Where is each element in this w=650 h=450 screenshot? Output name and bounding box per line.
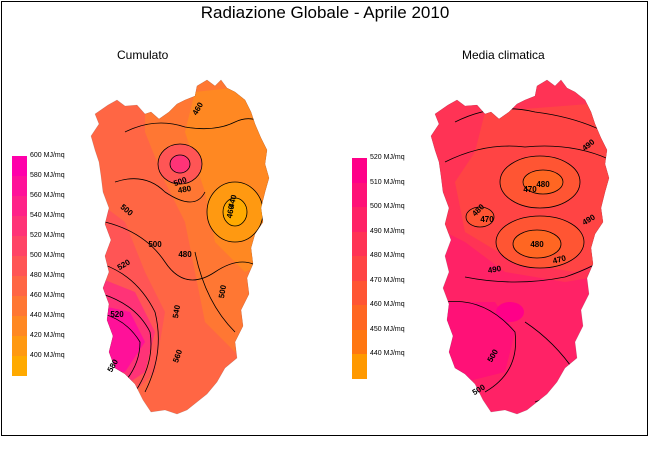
legend-swatch bbox=[352, 182, 367, 207]
contour-label: 480 bbox=[530, 240, 544, 249]
legend-item: 460 MJ/mq bbox=[12, 292, 92, 316]
legend-item: 560 MJ/mq bbox=[12, 192, 92, 216]
legend-item: 420 MJ/mq bbox=[12, 332, 92, 356]
legend-swatch bbox=[12, 296, 27, 316]
legend-label: 560 MJ/mq bbox=[30, 192, 65, 199]
legend-swatch bbox=[352, 305, 367, 330]
legend-item: 450 MJ/mq bbox=[352, 326, 432, 354]
legend-item: 470 MJ/mq bbox=[352, 277, 432, 305]
legend-swatch bbox=[352, 158, 367, 183]
legend-swatch bbox=[12, 216, 27, 236]
contour-label: 500 bbox=[172, 175, 188, 188]
legend-item: 400 MJ/mq bbox=[12, 352, 92, 376]
legend-swatch bbox=[12, 356, 27, 376]
legend-swatch bbox=[12, 336, 27, 356]
legend-swatch bbox=[352, 207, 367, 232]
legend-label: 480 MJ/mq bbox=[30, 272, 65, 279]
contour-label: 490 bbox=[487, 264, 502, 275]
legend-swatch bbox=[12, 196, 27, 216]
contour-label: 500 bbox=[217, 284, 228, 299]
legend-swatch bbox=[12, 316, 27, 336]
legend-item: 500 MJ/mq bbox=[352, 203, 432, 232]
legend-swatch bbox=[12, 276, 27, 296]
legend-item: 580 MJ/mq bbox=[12, 172, 92, 196]
legend-label: 540 MJ/mq bbox=[30, 212, 65, 219]
contour-label: 500 bbox=[148, 240, 162, 249]
legend-label: 440 MJ/mq bbox=[370, 350, 405, 357]
legend-swatch bbox=[12, 256, 27, 276]
legend-label: 400 MJ/mq bbox=[30, 352, 65, 359]
legend-label: 470 MJ/mq bbox=[370, 276, 405, 284]
legend-label: 420 MJ/mq bbox=[30, 332, 65, 339]
legend-swatch bbox=[12, 156, 27, 176]
legend-item: 440 MJ/mq bbox=[12, 312, 92, 336]
legend-label: 510 MJ/mq bbox=[370, 178, 405, 186]
legend-label: 600 MJ/mq bbox=[30, 152, 65, 159]
legend-label: 490 MJ/mq bbox=[370, 227, 405, 235]
legend-label: 500 MJ/mq bbox=[30, 252, 65, 259]
legend-label: 520 MJ/mq bbox=[30, 232, 65, 239]
contour-label: 560 bbox=[171, 348, 184, 364]
contour-label: 440 bbox=[227, 193, 239, 209]
legend-item: 520 MJ/mq bbox=[352, 154, 432, 183]
contour-label: 480 bbox=[177, 184, 192, 195]
legend-swatch bbox=[352, 256, 367, 281]
legend-swatch bbox=[12, 236, 27, 256]
contour-label: 480 bbox=[536, 180, 550, 189]
legend-item: 480 MJ/mq bbox=[352, 252, 432, 281]
legend-swatch bbox=[352, 329, 367, 354]
map-left-subtitle: Cumulato bbox=[117, 48, 169, 62]
legend-item: 600 MJ/mq bbox=[12, 152, 92, 176]
legend-label: 450 MJ/mq bbox=[370, 325, 405, 333]
legend-item: 440 MJ/mq bbox=[352, 350, 432, 379]
contour-label: 480 bbox=[178, 250, 192, 259]
map-right-subtitle: Media climatica bbox=[462, 48, 545, 62]
contour-label: 470 bbox=[552, 253, 568, 265]
legend-swatch bbox=[352, 354, 367, 379]
contour-label: 470 bbox=[523, 185, 537, 194]
legend-swatch bbox=[352, 280, 367, 305]
contour-label: 520 bbox=[110, 310, 124, 319]
legend-item: 510 MJ/mq bbox=[352, 179, 432, 207]
legend-label: 580 MJ/mq bbox=[30, 172, 65, 179]
figure-title: Radiazione Globale - Aprile 2010 bbox=[200, 3, 450, 22]
legend-label: 480 MJ/mq bbox=[370, 252, 405, 259]
contour-label: 470 bbox=[480, 215, 494, 224]
legend-label: 500 MJ/mq bbox=[370, 203, 405, 210]
legend-item: 500 MJ/mq bbox=[12, 252, 92, 276]
legend-label: 440 MJ/mq bbox=[30, 312, 65, 319]
legend-item: 490 MJ/mq bbox=[352, 228, 432, 256]
contour-label: 460 bbox=[225, 204, 236, 219]
legend-item: 480 MJ/mq bbox=[12, 272, 92, 296]
legend-swatch bbox=[352, 231, 367, 256]
legend-label: 460 MJ/mq bbox=[30, 292, 65, 299]
legend-label: 460 MJ/mq bbox=[370, 301, 405, 308]
contour-label: 540 bbox=[171, 304, 182, 319]
legend-swatch bbox=[12, 176, 27, 196]
legend-item: 540 MJ/mq bbox=[12, 212, 92, 236]
legend-item: 460 MJ/mq bbox=[352, 301, 432, 330]
legend-label: 520 MJ/mq bbox=[370, 154, 405, 161]
legend-item: 520 MJ/mq bbox=[12, 232, 92, 256]
